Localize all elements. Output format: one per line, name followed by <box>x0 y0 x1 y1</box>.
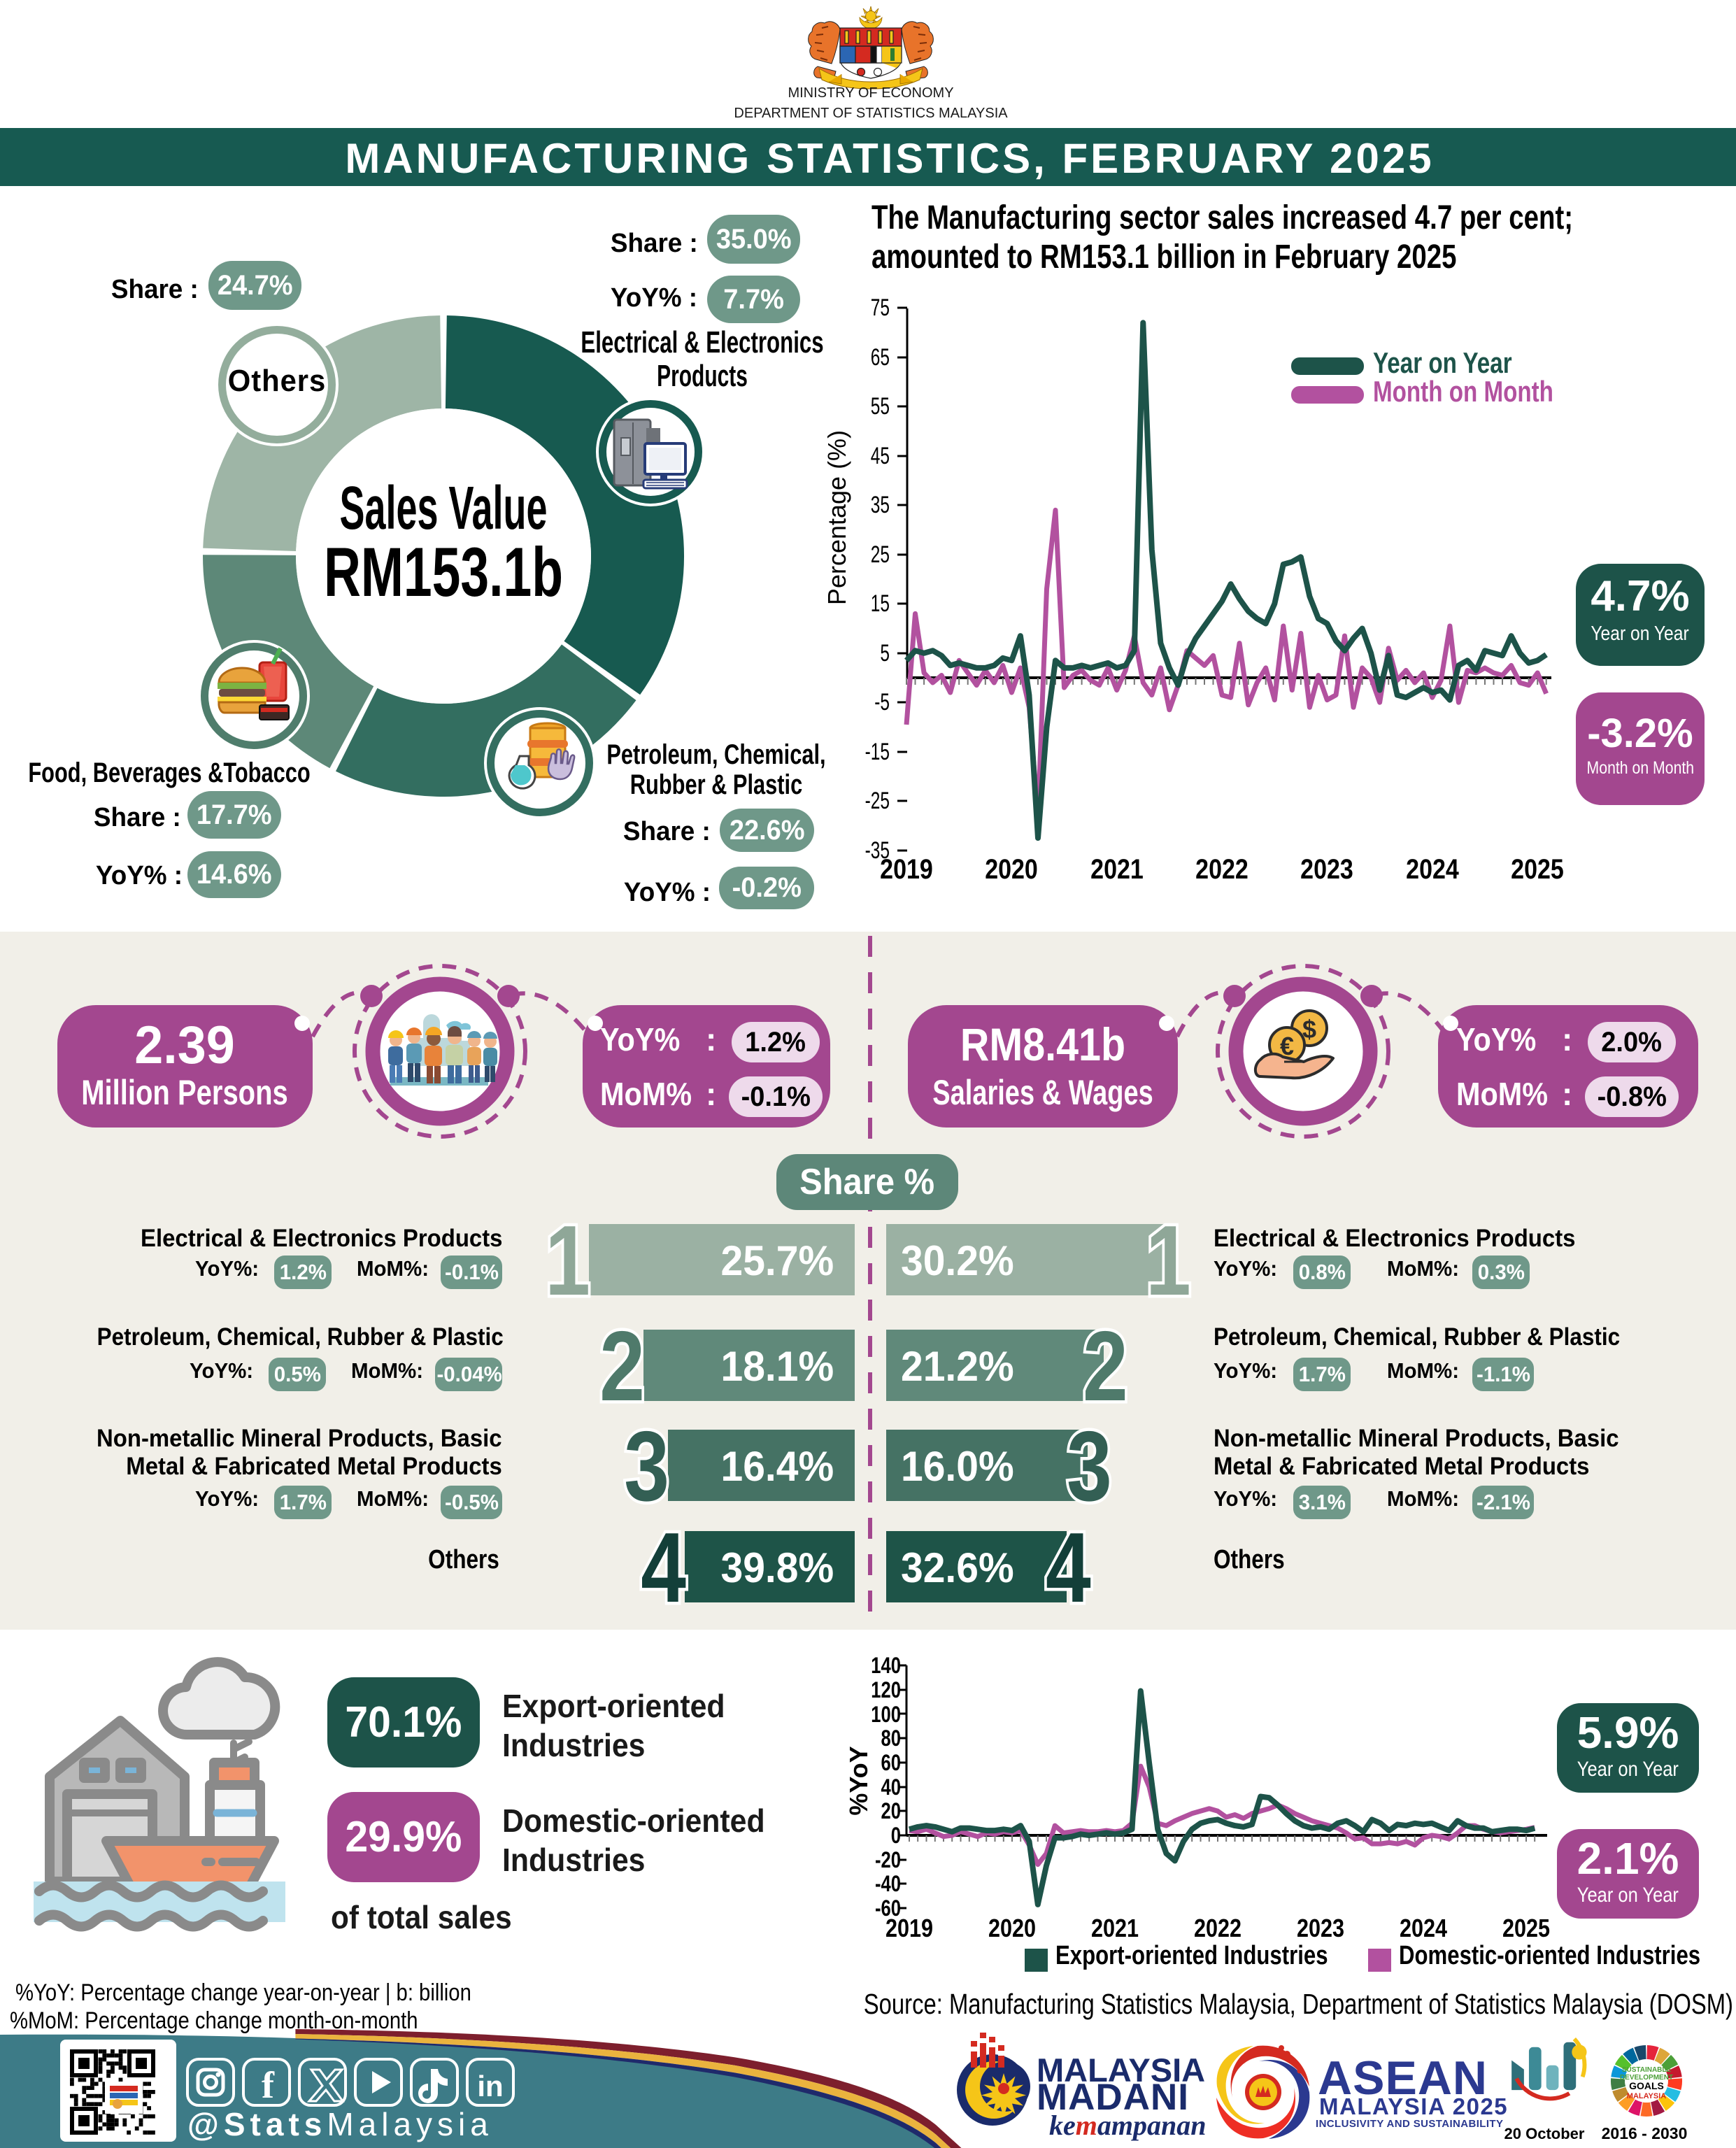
svg-text:in: in <box>477 2070 503 2103</box>
svg-text:40: 40 <box>881 1775 901 1800</box>
svg-text:GOALS: GOALS <box>1629 2080 1664 2091</box>
svg-text:$: $ <box>1302 1015 1316 1044</box>
svg-text:20 October: 20 October <box>1504 2125 1585 2142</box>
svg-text:1: 1 <box>545 1204 590 1316</box>
svg-text:5: 5 <box>880 640 890 667</box>
svg-text:2024: 2024 <box>1400 1915 1447 1943</box>
svg-text:65: 65 <box>871 344 890 371</box>
svg-text:-25: -25 <box>865 788 890 814</box>
svg-text:80: 80 <box>881 1726 901 1751</box>
svg-text:2023: 2023 <box>1297 1915 1344 1943</box>
svg-text:-15: -15 <box>865 739 890 765</box>
svg-text:4: 4 <box>1046 1512 1091 1623</box>
svg-text:2019: 2019 <box>885 1915 933 1943</box>
svg-text:55: 55 <box>871 393 890 420</box>
svg-text:MALAYSIA: MALAYSIA <box>1037 2051 1205 2089</box>
svg-text:SUSTAINABLE: SUSTAINABLE <box>1622 2066 1672 2074</box>
svg-text:MALAYSIA 2025: MALAYSIA 2025 <box>1319 2093 1508 2119</box>
svg-text:2024: 2024 <box>1406 853 1459 884</box>
svg-text:-35: -35 <box>865 837 890 864</box>
svg-text:-60: -60 <box>875 1896 901 1921</box>
svg-text:45: 45 <box>871 443 890 469</box>
svg-text:DEVELOPMENT: DEVELOPMENT <box>1620 2074 1673 2082</box>
svg-text:f: f <box>262 2064 275 2106</box>
svg-text:60: 60 <box>881 1751 901 1775</box>
svg-text:120: 120 <box>871 1678 901 1702</box>
svg-text:MADANI: MADANI <box>1037 2077 1189 2118</box>
svg-text:2022: 2022 <box>1195 853 1248 884</box>
svg-text:2021: 2021 <box>1091 1915 1139 1943</box>
svg-text:-40: -40 <box>875 1872 901 1896</box>
svg-text:kemampanan: kemampanan <box>1049 2110 1207 2141</box>
svg-text:2: 2 <box>599 1310 645 1422</box>
svg-text:€: € <box>1280 1032 1294 1060</box>
svg-text:3: 3 <box>1067 1410 1112 1522</box>
svg-text:100: 100 <box>871 1702 901 1727</box>
svg-text:@StatsMalaysia: @StatsMalaysia <box>187 2106 493 2142</box>
svg-text:3: 3 <box>624 1410 669 1522</box>
svg-text:140: 140 <box>871 1653 901 1678</box>
svg-text:2025: 2025 <box>1502 1915 1550 1943</box>
svg-text:MALAYSIA: MALAYSIA <box>1627 2092 1666 2100</box>
svg-text:INCLUSIVITY AND SUSTAINABILITY: INCLUSIVITY AND SUSTAINABILITY <box>1316 2118 1503 2130</box>
svg-text:4: 4 <box>641 1512 686 1623</box>
svg-text:25: 25 <box>871 541 890 568</box>
svg-text:15: 15 <box>871 590 890 617</box>
svg-text:2023: 2023 <box>1300 853 1353 884</box>
svg-text:ASEAN: ASEAN <box>1318 2051 1488 2105</box>
svg-text:2020: 2020 <box>988 1915 1036 1943</box>
svg-text:20: 20 <box>881 1799 901 1823</box>
svg-text:0: 0 <box>891 1823 901 1848</box>
svg-text:2025: 2025 <box>1511 853 1564 884</box>
svg-text:1: 1 <box>1146 1204 1191 1316</box>
svg-text:2: 2 <box>1083 1310 1128 1422</box>
svg-text:-20: -20 <box>875 1848 901 1872</box>
svg-text:35: 35 <box>871 492 890 518</box>
svg-text:2020: 2020 <box>985 853 1038 884</box>
svg-text:2022: 2022 <box>1194 1915 1241 1943</box>
svg-text:75: 75 <box>871 294 890 321</box>
svg-text:2019: 2019 <box>880 853 933 884</box>
svg-text:2016 - 2030: 2016 - 2030 <box>1602 2124 1688 2142</box>
svg-text:-5: -5 <box>874 689 890 716</box>
svg-text:2021: 2021 <box>1090 853 1144 884</box>
